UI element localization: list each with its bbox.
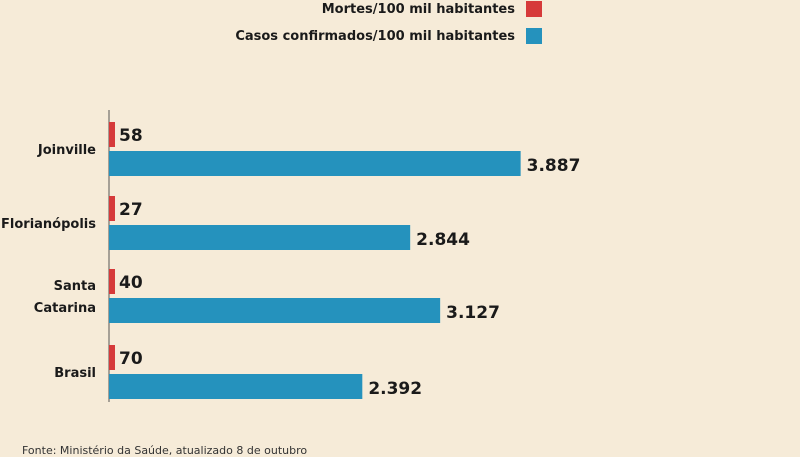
cases-value-label-santa-catarina: 3.127 [446, 303, 500, 323]
legend-label-cases: Casos confirmados/100 mil habitantes [235, 28, 515, 44]
cases-bar-joinville [109, 151, 521, 176]
deaths-bar-florian-polis [109, 196, 115, 221]
deaths-value-label-santa-catarina: 40 [119, 273, 143, 293]
legend-label-deaths: Mortes/100 mil habitantes [321, 1, 515, 17]
deaths-value-label-florian-polis: 27 [119, 200, 143, 220]
deaths-bar-santa-catarina [109, 269, 115, 294]
deaths-bar-joinville [109, 122, 115, 147]
cases-bar-santa-catarina [109, 298, 441, 323]
category-label-santa-catarina: Santa Catarina [34, 279, 96, 316]
deaths-bar-brasil [109, 345, 115, 370]
cases-value-label-joinville: 3.887 [527, 156, 581, 176]
legend-swatch-cases [526, 28, 542, 44]
legend: Mortes/100 mil habitantes Casos confirma… [0, 0, 800, 60]
cases-bar-brasil [109, 374, 363, 399]
category-label-joinville: Joinville [37, 143, 96, 158]
legend-item-cases: Casos confirmados/100 mil habitantes [235, 28, 542, 44]
category-label-florian-polis: Florianópolis [1, 217, 96, 232]
legend-item-deaths: Mortes/100 mil habitantes [322, 1, 542, 17]
legend-swatch-deaths [526, 1, 542, 17]
cases-value-label-brasil: 2.392 [368, 379, 422, 399]
deaths-value-label-brasil: 70 [119, 349, 143, 369]
source-note: Fonte: Ministério da Saúde, atualizado 8… [22, 444, 308, 457]
deaths-value-label-joinville: 58 [119, 126, 143, 146]
cases-value-label-florian-polis: 2.844 [416, 230, 470, 250]
cases-bar-florian-polis [109, 225, 411, 250]
category-label-brasil: Brasil [54, 366, 96, 381]
